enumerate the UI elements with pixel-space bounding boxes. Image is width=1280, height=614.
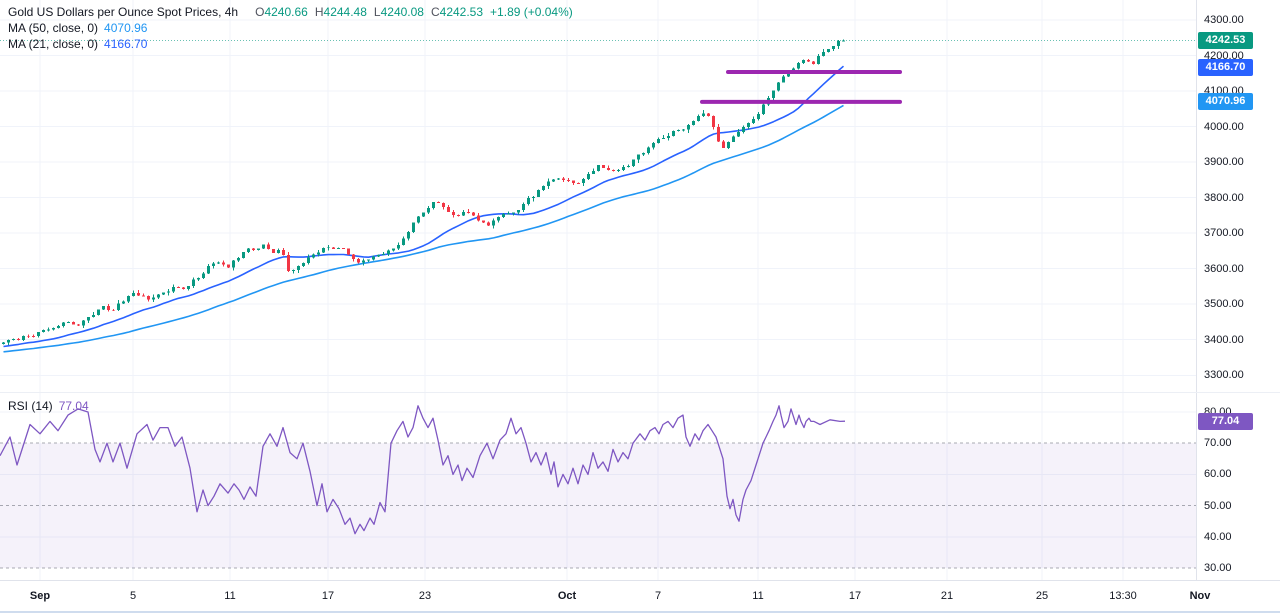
rsi-label: RSI (14) bbox=[8, 399, 53, 413]
rsi-value: 77.04 bbox=[58, 399, 89, 413]
rsi-legend-row[interactable]: RSI (14) 77.04 bbox=[8, 399, 89, 413]
price-tick-label: 4200.00 bbox=[1204, 49, 1244, 62]
close-label: C bbox=[430, 5, 440, 19]
time-tick-label: 5 bbox=[129, 590, 137, 602]
time-tick-label: 23 bbox=[418, 590, 432, 602]
time-tick-label: 21 bbox=[940, 590, 954, 602]
price-tick-label: 4000.00 bbox=[1204, 120, 1244, 133]
ma21-label: MA (21, close, 0) bbox=[8, 37, 99, 51]
rsi-tick-label: 70.00 bbox=[1204, 437, 1232, 450]
low-label: L bbox=[373, 5, 381, 19]
time-tick-label: Oct bbox=[557, 590, 577, 602]
time-axis-border bbox=[0, 580, 1280, 581]
price-tick-label: 3800.00 bbox=[1204, 191, 1244, 204]
ma21-value: 4166.70 bbox=[104, 37, 148, 51]
rsi-tick-label: 50.00 bbox=[1204, 499, 1232, 512]
time-tick-label: 13:30 bbox=[1109, 590, 1137, 602]
chart-legend: Gold US Dollars per Ounce Spot Prices, 4… bbox=[8, 4, 573, 52]
change-value: +1.89 (+0.04%) bbox=[490, 5, 573, 19]
low-value: 4240.08 bbox=[380, 5, 424, 19]
time-tick-label: Sep bbox=[29, 590, 51, 602]
open-value: 4240.66 bbox=[264, 5, 308, 19]
time-tick-label: 17 bbox=[321, 590, 335, 602]
ma50-value: 4070.96 bbox=[104, 21, 148, 35]
ohlc-values: O4240.66 H4244.48 L4240.08 C4242.53 +1.89 (+… bbox=[248, 5, 573, 19]
price-tick-label: 4300.00 bbox=[1204, 14, 1244, 26]
symbol-title[interactable]: Gold US Dollars per Ounce Spot Prices, 4… bbox=[8, 5, 239, 19]
last-price-badge: 4242.53 bbox=[1198, 31, 1253, 49]
open-label: O bbox=[255, 5, 265, 19]
price-tick-label: 3500.00 bbox=[1204, 298, 1244, 311]
symbol-legend-row[interactable]: Gold US Dollars per Ounce Spot Prices, 4… bbox=[8, 4, 573, 20]
ma50-price-badge: 4070.96 bbox=[1198, 92, 1253, 110]
ma50-legend-row[interactable]: MA (50, close, 0) 4070.96 bbox=[8, 20, 573, 36]
rsi-tick-label: 40.00 bbox=[1204, 530, 1232, 543]
rsi-value-badge: 77.04 bbox=[1198, 412, 1253, 430]
time-tick-label: 17 bbox=[848, 590, 862, 602]
rsi-tick-label: 30.00 bbox=[1204, 562, 1232, 574]
ma21-price-badge: 4166.70 bbox=[1198, 58, 1253, 76]
price-tick-label: 3700.00 bbox=[1204, 227, 1244, 240]
ma21-legend-row[interactable]: MA (21, close, 0) 4166.70 bbox=[8, 36, 573, 52]
price-tick-label: 3900.00 bbox=[1204, 156, 1244, 169]
high-label: H bbox=[314, 5, 324, 19]
time-tick-label: 25 bbox=[1035, 590, 1049, 602]
high-value: 4244.48 bbox=[323, 5, 367, 19]
time-tick-label: Nov bbox=[1189, 590, 1211, 602]
price-tick-label: 3600.00 bbox=[1204, 262, 1244, 275]
pane-separator[interactable] bbox=[0, 392, 1280, 393]
chart-bottom-edge bbox=[0, 611, 1280, 613]
price-axis-border bbox=[1196, 0, 1197, 580]
ma50-label: MA (50, close, 0) bbox=[8, 21, 99, 35]
time-tick-label: 11 bbox=[752, 590, 764, 602]
time-tick-label: 11 bbox=[224, 590, 236, 602]
close-value: 4242.53 bbox=[439, 5, 484, 19]
rsi-tick-label: 60.00 bbox=[1204, 468, 1232, 481]
price-tick-label: 3400.00 bbox=[1204, 333, 1244, 346]
time-tick-label: 7 bbox=[654, 590, 662, 602]
price-tick-label: 3300.00 bbox=[1204, 369, 1244, 382]
